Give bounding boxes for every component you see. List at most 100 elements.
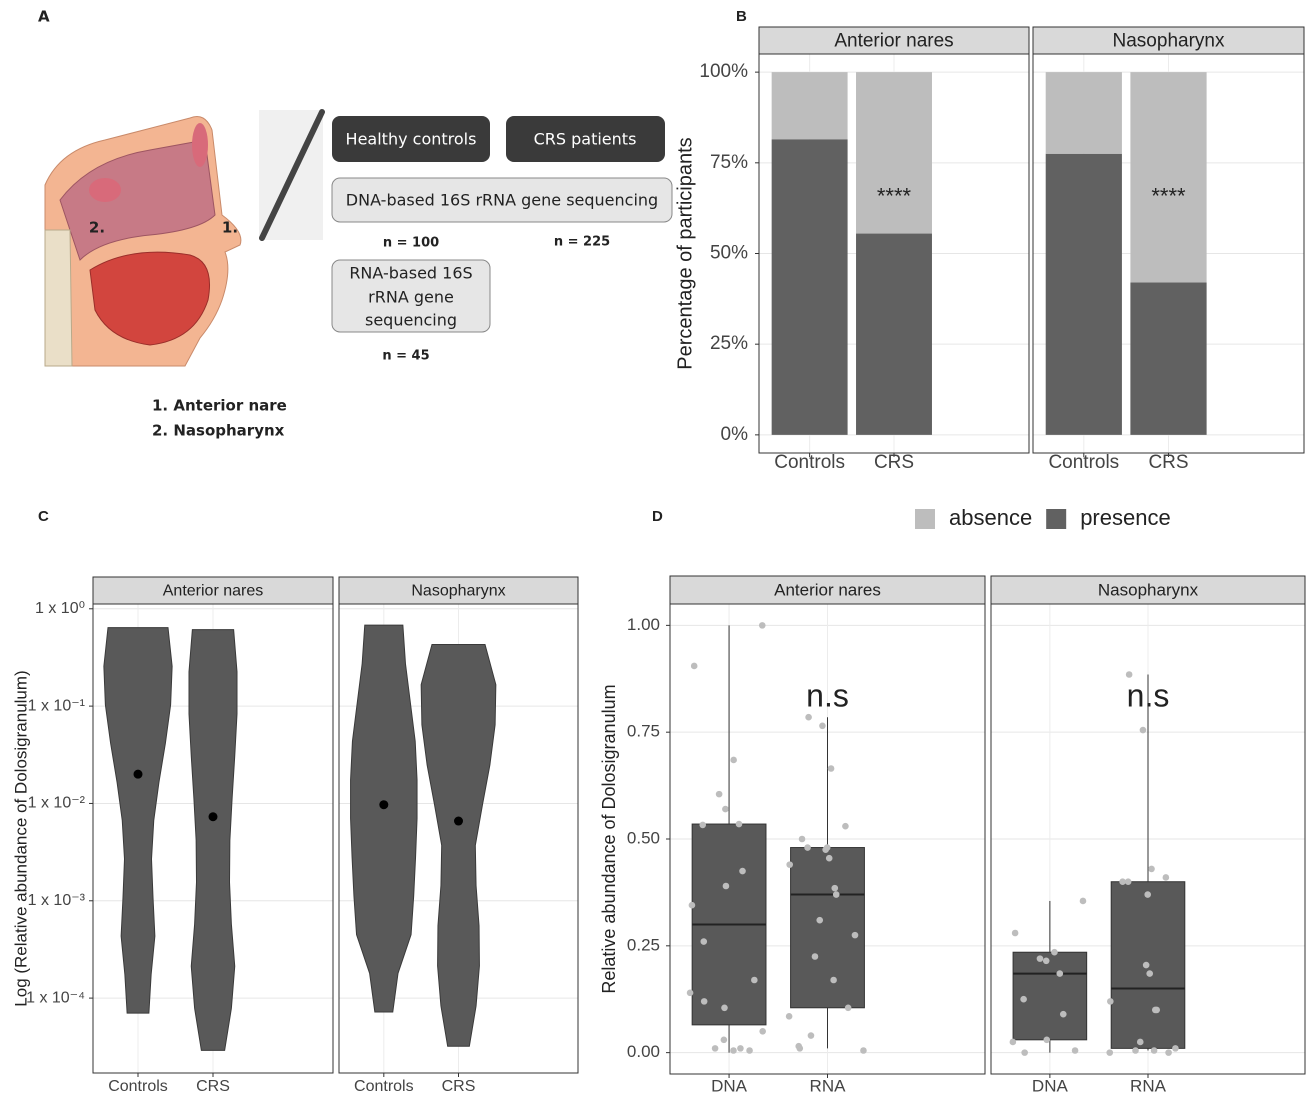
x-tick-label: DNA <box>1032 1076 1069 1095</box>
data-point <box>687 990 694 997</box>
bar-segment <box>772 72 848 139</box>
data-point <box>1072 1047 1079 1054</box>
median-point <box>209 812 218 821</box>
data-point <box>804 844 811 851</box>
image-label: 2. <box>89 219 105 237</box>
data-point <box>816 917 823 924</box>
median-point <box>379 800 388 809</box>
significance-label: **** <box>877 183 912 208</box>
facet-title: Anterior nares <box>163 583 264 600</box>
data-point <box>1037 955 1044 962</box>
y-tick-label: 75% <box>710 152 748 173</box>
data-point <box>833 891 840 898</box>
data-point <box>1080 898 1087 905</box>
data-point <box>822 846 829 853</box>
data-point <box>819 722 826 729</box>
y-tick-label: 1.00 <box>627 615 660 634</box>
data-point <box>1043 957 1050 964</box>
data-point <box>1148 866 1155 873</box>
group-label: Healthy controls <box>346 130 477 149</box>
data-point <box>1020 996 1027 1003</box>
data-point <box>730 757 737 764</box>
group-label: CRS patients <box>534 130 637 149</box>
data-point <box>1143 962 1150 969</box>
data-point <box>712 1045 719 1052</box>
data-point <box>701 998 708 1005</box>
y-axis-label: Percentage of participants <box>674 137 696 369</box>
data-point <box>746 1047 753 1054</box>
data-point <box>826 855 833 862</box>
method-label: sequencing <box>365 311 457 330</box>
x-tick-label: RNA <box>1130 1076 1167 1095</box>
facet-title: Nasopharynx <box>1113 31 1225 52</box>
data-point <box>730 1047 737 1054</box>
significance-label: n.s <box>1127 677 1170 713</box>
data-point <box>805 714 812 721</box>
bar-segment <box>1130 283 1206 435</box>
data-point <box>723 883 730 890</box>
data-point <box>842 823 849 830</box>
significance-label: n.s <box>806 677 849 713</box>
x-tick-label: CRS <box>874 452 914 473</box>
facet-title: Anterior nares <box>774 580 881 599</box>
count-label: n = 225 <box>554 235 610 250</box>
data-point <box>786 861 793 868</box>
image-label: 1. <box>222 219 238 237</box>
bar-segment <box>856 72 932 233</box>
data-point <box>860 1047 867 1054</box>
data-point <box>1132 1047 1139 1054</box>
x-tick-label: Controls <box>108 1078 168 1095</box>
facet-title: Nasopharynx <box>1098 580 1199 599</box>
data-point <box>828 765 835 772</box>
y-tick-label: 0.50 <box>627 828 660 847</box>
facet-title: Nasopharynx <box>411 583 505 600</box>
data-point <box>1051 949 1058 956</box>
bar-segment <box>772 139 848 435</box>
median-point <box>134 770 143 779</box>
data-point <box>852 932 859 939</box>
panel-label: D <box>652 508 663 525</box>
data-point <box>721 1037 728 1044</box>
data-point <box>796 1045 803 1052</box>
data-point <box>799 836 806 843</box>
data-point <box>1021 1049 1028 1056</box>
bar-segment <box>1046 154 1122 435</box>
y-tick-label: 1 x 10⁰ <box>35 600 85 617</box>
y-axis-label: Log (Relative abundance of Dolosigranulu… <box>11 670 30 1006</box>
data-point <box>1060 1011 1067 1018</box>
data-point <box>1043 1037 1050 1044</box>
site-legend: 2. Nasopharynx <box>152 422 285 440</box>
site-legend: 1. Anterior nare <box>152 397 287 415</box>
facet-title: Anterior nares <box>834 31 953 52</box>
bar-segment <box>856 234 932 435</box>
legend-swatch <box>915 509 935 529</box>
y-tick-label: 0.00 <box>627 1042 660 1061</box>
data-point <box>1125 878 1132 885</box>
data-point <box>1144 891 1151 898</box>
method-label: RNA-based 16S <box>349 264 472 283</box>
data-point <box>1137 1039 1144 1046</box>
x-tick-label: Controls <box>774 452 845 473</box>
y-tick-label: 0.75 <box>627 722 660 741</box>
data-point <box>845 1004 852 1011</box>
y-tick-label: 1 x 10⁻⁴ <box>26 989 85 1006</box>
median-point <box>454 817 463 826</box>
data-point <box>691 663 698 670</box>
y-tick-label: 0% <box>721 424 749 445</box>
y-tick-label: 1 x 10⁻³ <box>28 892 86 909</box>
data-point <box>830 977 837 984</box>
bar-segment <box>1046 72 1122 154</box>
y-axis-label: Relative abundance of Dolosigranulum <box>599 684 619 993</box>
x-tick-label: DNA <box>711 1076 748 1095</box>
anatomy-illustration <box>45 117 241 367</box>
method-label: rRNA gene <box>368 288 454 307</box>
legend-label: presence <box>1080 505 1171 530</box>
x-tick-label: CRS <box>442 1078 476 1095</box>
method-label: DNA-based 16S rRNA gene sequencing <box>346 191 658 210</box>
box <box>791 848 865 1008</box>
x-tick-label: Controls <box>1048 452 1119 473</box>
data-point <box>700 938 707 945</box>
data-point <box>716 791 723 798</box>
data-point <box>1165 1049 1172 1056</box>
data-point <box>808 1032 815 1039</box>
